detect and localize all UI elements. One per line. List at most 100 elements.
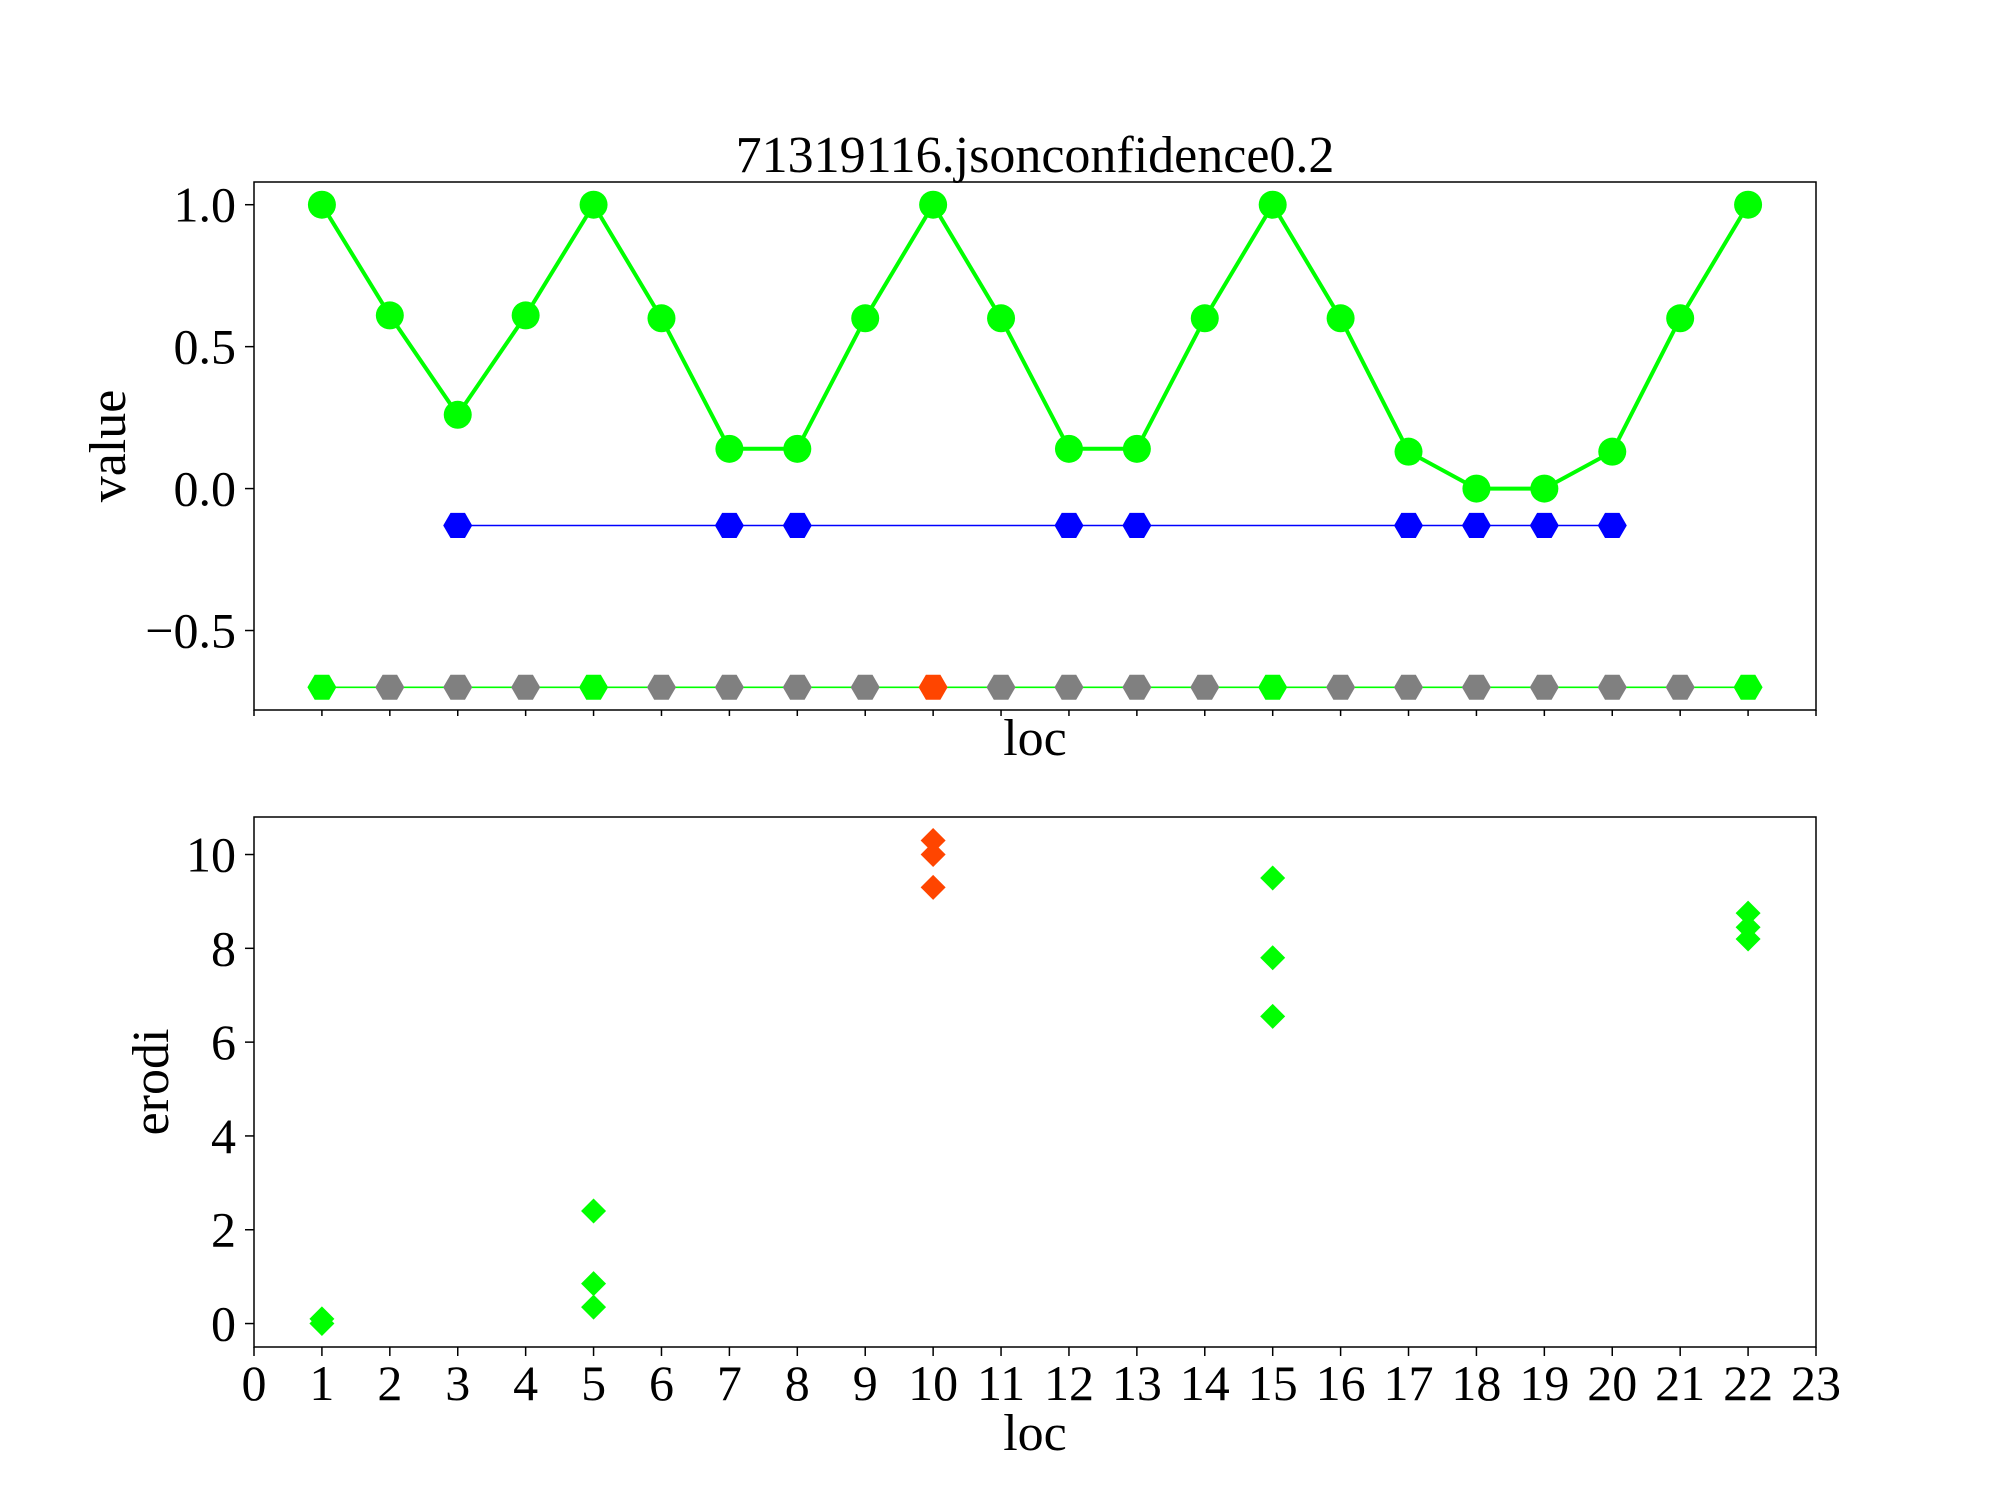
data-point — [1394, 437, 1423, 466]
data-point — [647, 304, 676, 333]
data-point — [375, 301, 404, 330]
data-point — [443, 512, 473, 538]
data-point — [307, 674, 337, 700]
y-tick-label: −0.5 — [145, 603, 236, 659]
data-point — [581, 1198, 607, 1224]
x-tick-label: 12 — [1044, 1355, 1094, 1411]
data-point — [1666, 304, 1695, 333]
data-point — [1326, 674, 1356, 700]
data-point — [782, 512, 812, 538]
x-tick-label: 3 — [445, 1355, 470, 1411]
x-tick-label: 21 — [1655, 1355, 1705, 1411]
x-tick-label: 18 — [1451, 1355, 1501, 1411]
data-point — [1461, 674, 1491, 700]
data-point — [1735, 926, 1761, 952]
data-point — [1326, 304, 1355, 333]
data-point — [1260, 865, 1286, 891]
data-point — [647, 674, 676, 700]
value-plot-y-axis-label: value — [80, 390, 137, 503]
y-tick-label: 10 — [186, 827, 236, 883]
y-tick-label: 2 — [211, 1202, 236, 1258]
y-tick-label: 6 — [211, 1014, 236, 1070]
data-point — [782, 674, 812, 700]
data-point — [1054, 434, 1083, 463]
data-point — [511, 674, 541, 700]
data-point — [1190, 304, 1219, 333]
y-tick-label: 0.5 — [174, 319, 237, 375]
x-tick-label: 4 — [513, 1355, 538, 1411]
x-tick-label: 0 — [242, 1355, 267, 1411]
x-tick-label: 17 — [1384, 1355, 1434, 1411]
x-tick-label: 14 — [1180, 1355, 1230, 1411]
data-point — [1258, 190, 1287, 219]
value-plot-panel: 71319116.jsonconfidence0.2 −0.5 0.0 0.5 1.0… — [80, 127, 1817, 767]
erodi-plot-x-axis-label: loc — [1003, 1405, 1067, 1462]
x-tick-label: 1 — [309, 1355, 334, 1411]
data-point — [1122, 512, 1152, 538]
data-point — [511, 301, 540, 330]
x-tick-label: 5 — [581, 1355, 606, 1411]
x-tick-label: 2 — [377, 1355, 402, 1411]
data-point — [1665, 674, 1695, 700]
data-point — [1733, 674, 1763, 700]
data-point — [1054, 512, 1084, 538]
value-plot-frame — [253, 181, 1817, 711]
data-point — [1260, 1003, 1286, 1029]
data-point — [309, 1311, 335, 1337]
x-tick-label: 7 — [717, 1355, 742, 1411]
x-tick-label: 22 — [1723, 1355, 1773, 1411]
value-series-1 — [307, 190, 1763, 503]
data-point — [714, 674, 744, 700]
data-point — [1122, 674, 1152, 700]
data-point — [443, 674, 473, 700]
x-tick-label: 13 — [1112, 1355, 1162, 1411]
y-tick-label: 4 — [211, 1108, 236, 1164]
erodi-plot-frame — [253, 816, 1817, 1348]
y-tick-label: 1.0 — [174, 177, 237, 233]
x-tick-label: 11 — [977, 1355, 1025, 1411]
data-point — [1461, 512, 1491, 538]
data-point — [851, 304, 880, 333]
data-point — [1530, 474, 1559, 503]
data-point — [920, 874, 946, 900]
data-point — [986, 674, 1016, 700]
data-point — [1394, 512, 1423, 538]
data-point — [1054, 674, 1084, 700]
x-tick-label: 19 — [1519, 1355, 1569, 1411]
data-point — [1598, 437, 1627, 466]
data-point — [1462, 474, 1491, 503]
y-tick-label: 8 — [211, 920, 236, 976]
x-tick-label: 8 — [785, 1355, 810, 1411]
value-plot-ticks: −0.5 0.0 0.5 1.0 — [145, 177, 1817, 716]
value-plot-marks — [307, 190, 1763, 700]
data-point — [579, 674, 609, 700]
data-point — [715, 434, 744, 463]
x-tick-label: 23 — [1791, 1355, 1841, 1411]
erodi-plot-marks — [309, 827, 1761, 1337]
data-point — [581, 1294, 607, 1320]
data-point — [1597, 512, 1627, 538]
data-point — [987, 304, 1016, 333]
value-series-3 — [307, 674, 1763, 700]
data-point — [579, 190, 608, 219]
data-point — [1122, 434, 1151, 463]
data-point — [1190, 674, 1220, 700]
chart-title: 71319116.jsonconfidence0.2 — [736, 127, 1335, 184]
value-series-2 — [443, 512, 1627, 538]
x-tick-label: 20 — [1587, 1355, 1637, 1411]
data-point — [920, 842, 946, 868]
data-point — [1734, 190, 1763, 219]
x-tick-label: 10 — [908, 1355, 958, 1411]
data-point — [375, 674, 405, 700]
data-point — [918, 674, 948, 700]
data-point — [1529, 674, 1559, 700]
y-tick-label: 0 — [211, 1296, 236, 1352]
data-point — [783, 434, 812, 463]
data-point — [1597, 674, 1627, 700]
data-point — [1260, 945, 1286, 971]
data-point — [1529, 512, 1559, 538]
data-point — [307, 190, 336, 219]
